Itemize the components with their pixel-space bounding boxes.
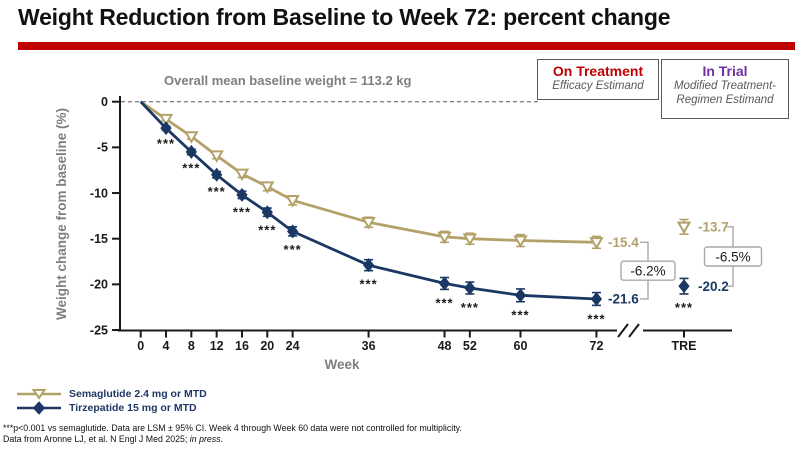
x-axis-title: Week [324,357,360,372]
x-tick-label-tre: TRE [672,339,697,353]
semaglutide-marker-icon [234,168,250,182]
significance-marker: *** [461,300,479,315]
y-tick-label: -5 [97,141,108,155]
y-tick-label: -10 [90,186,108,200]
significance-marker: *** [258,222,276,237]
tirzepatide-marker-icon [464,281,476,296]
semaglutide-marker-icon [285,195,300,208]
x-tick-label: 48 [438,339,452,353]
semaglutide-marker-icon [462,233,478,246]
estimand-box-on-treatment: On Treatment Efficacy Estimand [537,59,659,100]
legend-marker-icon [32,400,46,415]
significance-marker: *** [435,295,453,310]
x-tick-label: 72 [590,339,604,353]
legend-swatch-icon [17,388,61,400]
difference-box [620,260,676,281]
x-tick-label: 4 [163,339,170,353]
legend: Semaglutide 2.4 mg or MTD Tirzepatide 15 … [16,387,207,415]
footnotes: ***p<0.001 vs semaglutide. Data are LSM … [3,423,462,445]
y-axis-title: Weight change from baseline (%) [54,108,69,320]
legend-swatch-icon [17,400,61,415]
significance-marker: *** [675,300,693,315]
tirzepatide-marker-icon [362,258,375,273]
tirzepatide-marker-icon [514,288,527,303]
baseline-weight-note: Overall mean baseline weight = 113.2 kg [164,73,412,88]
y-tick-label: -20 [90,278,108,292]
significance-marker: *** [233,205,251,220]
tirzepatide-marker-icon [590,291,603,306]
difference-label: -6.2% [630,263,665,278]
significance-marker: *** [359,277,377,292]
semaglutide-marker-icon [589,237,604,250]
accent-bar [18,42,795,50]
estimand-subtitle-on-treatment: Efficacy Estimand [552,80,644,92]
semaglutide-marker-icon [361,217,376,230]
axis-break-icon [617,323,629,338]
estimand-title-on-treatment: On Treatment [552,63,644,79]
significance-marker: *** [587,311,605,326]
y-tick-label: 0 [101,95,108,109]
semaglutide-marker-icon [260,181,275,194]
x-tick-label: 0 [137,339,144,353]
semaglutide-marker-icon [184,131,199,144]
x-tick-label: 36 [362,339,376,353]
significance-marker: *** [182,161,200,176]
axis-break-icon [628,323,640,338]
semaglutide-marker-icon [513,235,528,248]
legend-item-semaglutide: Semaglutide 2.4 mg or MTD [16,387,207,400]
semaglutide-marker-icon [158,113,174,127]
tirzepatide-marker-icon [678,279,690,294]
tirzepatide-marker-icon [438,276,451,291]
tirzepatide-marker-icon [236,187,248,202]
legend-label: Semaglutide 2.4 mg or MTD [69,387,207,400]
semaglutide-marker-icon [437,231,452,245]
tre-value-label: -20.2 [698,279,729,294]
x-tick-label: 16 [235,339,249,353]
footnote-line-1: ***p<0.001 vs semaglutide. Data are LSM … [3,423,462,433]
tirzepatide-marker-icon [286,224,299,239]
difference-label: -6.5% [715,249,750,264]
x-tick-label: 60 [514,339,528,353]
tirzepatide-marker-icon [185,144,197,159]
tirzepatide-marker-icon [160,121,172,136]
series-line-tirzepatide [139,100,597,301]
footnote-line-2: Data from Aronne LJ, et al. N Engl J Med… [3,434,462,445]
estimand-subtitle-in-trial: Modified Treatment-Regimen Estimand [673,80,777,106]
y-tick-label: -25 [90,323,108,337]
page-title: Weight Reduction from Baseline to Week 7… [18,4,671,30]
legend-label: Tirzepatide 15 mg or MTD [69,401,197,414]
semaglutide-marker-icon [676,221,692,235]
x-tick-label: 24 [286,339,300,353]
difference-box [703,246,763,267]
footnote-line-2-citation: in press. [189,434,224,444]
x-tick-label: 8 [188,339,195,353]
y-tick-label: -15 [90,232,108,246]
significance-marker: *** [511,308,529,323]
significance-marker: *** [208,184,226,199]
x-tick-label: 12 [210,339,224,353]
significance-marker: *** [284,242,302,257]
end-value-label: -15.4 [608,235,639,250]
x-tick-label: 52 [463,339,477,353]
legend-marker-icon [31,388,47,400]
significance-marker: *** [157,136,175,151]
footnote-line-2-text: Data from Aronne LJ, et al. N Engl J Med… [3,434,190,444]
tre-value-label: -13.7 [698,219,729,234]
end-value-label: -21.6 [608,292,639,307]
estimand-box-in-trial: In Trial Modified Treatment-Regimen Esti… [661,59,789,119]
estimand-title-in-trial: In Trial [702,63,748,79]
legend-item-tirzepatide: Tirzepatide 15 mg or MTD [16,400,207,415]
tirzepatide-marker-icon [211,167,223,182]
semaglutide-marker-icon [209,150,224,163]
tirzepatide-marker-icon [261,205,273,220]
x-tick-label: 20 [260,339,274,353]
